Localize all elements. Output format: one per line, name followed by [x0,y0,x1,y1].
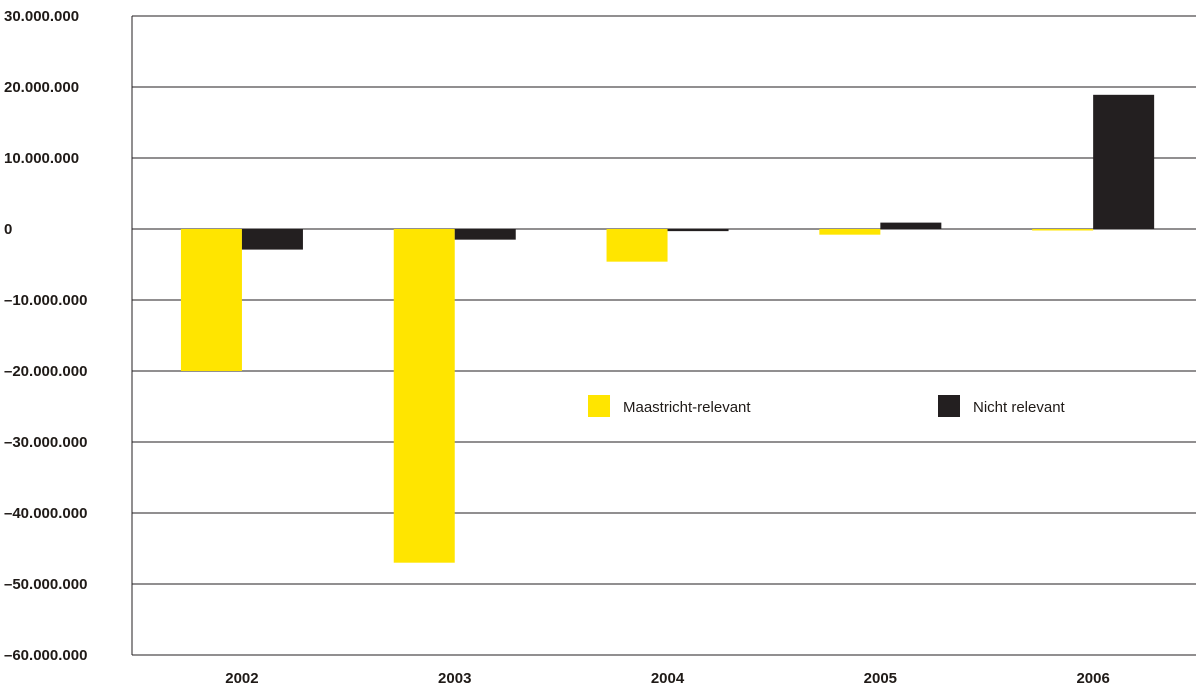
bars [180,94,1155,563]
bar-maastricht-relevant-2006 [1032,229,1094,231]
legend-label: Nicht relevant [973,399,1066,416]
legend-swatch [588,395,610,417]
y-tick-label: –30.000.000 [4,434,87,451]
y-tick-label: 30.000.000 [4,8,79,25]
x-tick-label: 2003 [438,670,471,687]
y-tick-label: –50.000.000 [4,576,87,593]
bar-nicht-relevant-2002 [241,229,303,250]
bar-nicht-relevant-2003 [454,229,516,240]
x-tick-label: 2004 [651,670,685,687]
bar-maastricht-relevant-2002 [180,229,242,371]
bar-nicht-relevant-2005 [880,222,942,229]
x-tick-label: 2005 [864,670,897,687]
y-tick-label: 10.000.000 [4,150,79,167]
bar-maastricht-relevant-2003 [393,229,455,563]
x-tick-label: 2002 [225,670,258,687]
gridlines [132,15,1196,656]
y-tick-label: 20.000.000 [4,79,79,96]
y-tick-label: 0 [4,221,12,238]
x-tick-label: 2006 [1076,670,1109,687]
y-tick-labels: 30.000.000 20.000.000 10.000.000 0 –10.000.0… [4,8,87,664]
bar-nicht-relevant-2006 [1093,94,1155,229]
y-tick-label: –20.000.000 [4,363,87,380]
y-tick-label: –60.000.000 [4,647,87,664]
bar-maastricht-relevant-2005 [819,229,881,235]
legend-label: Maastricht-relevant [623,399,751,416]
legend-swatch [938,395,960,417]
bar-maastricht-relevant-2004 [606,229,668,262]
bar-nicht-relevant-2004 [667,229,729,232]
y-tick-label: –10.000.000 [4,292,87,309]
y-tick-label: –40.000.000 [4,505,87,522]
x-tick-labels: 2002 2003 2004 2005 2006 [225,670,1110,687]
legend: Maastricht-relevant Nicht relevant [588,395,1066,417]
